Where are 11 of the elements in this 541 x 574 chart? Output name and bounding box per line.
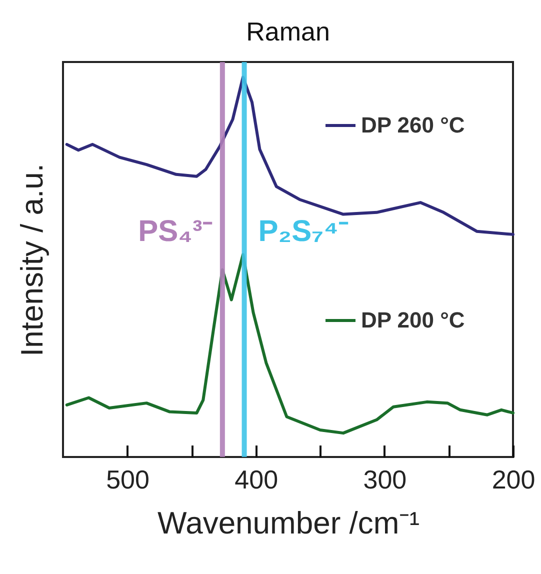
ref-line-label: PS₄³⁻ xyxy=(138,215,212,248)
x-axis-title: Wavenumber /cm⁻¹ xyxy=(157,506,420,540)
chart-title: Raman xyxy=(246,16,330,46)
x-tick-label: 200 xyxy=(492,464,536,494)
legend-label: DP 260 °C xyxy=(361,112,465,138)
y-axis-title: Intensity / a.u. xyxy=(14,164,50,356)
legend-label: DP 200 °C xyxy=(361,308,465,332)
x-tick-label: 400 xyxy=(234,464,278,494)
ref-line-label: P₂S₇⁴⁻ xyxy=(258,215,348,248)
x-tick-label: 300 xyxy=(363,464,407,494)
x-tick-label: 500 xyxy=(106,464,150,494)
